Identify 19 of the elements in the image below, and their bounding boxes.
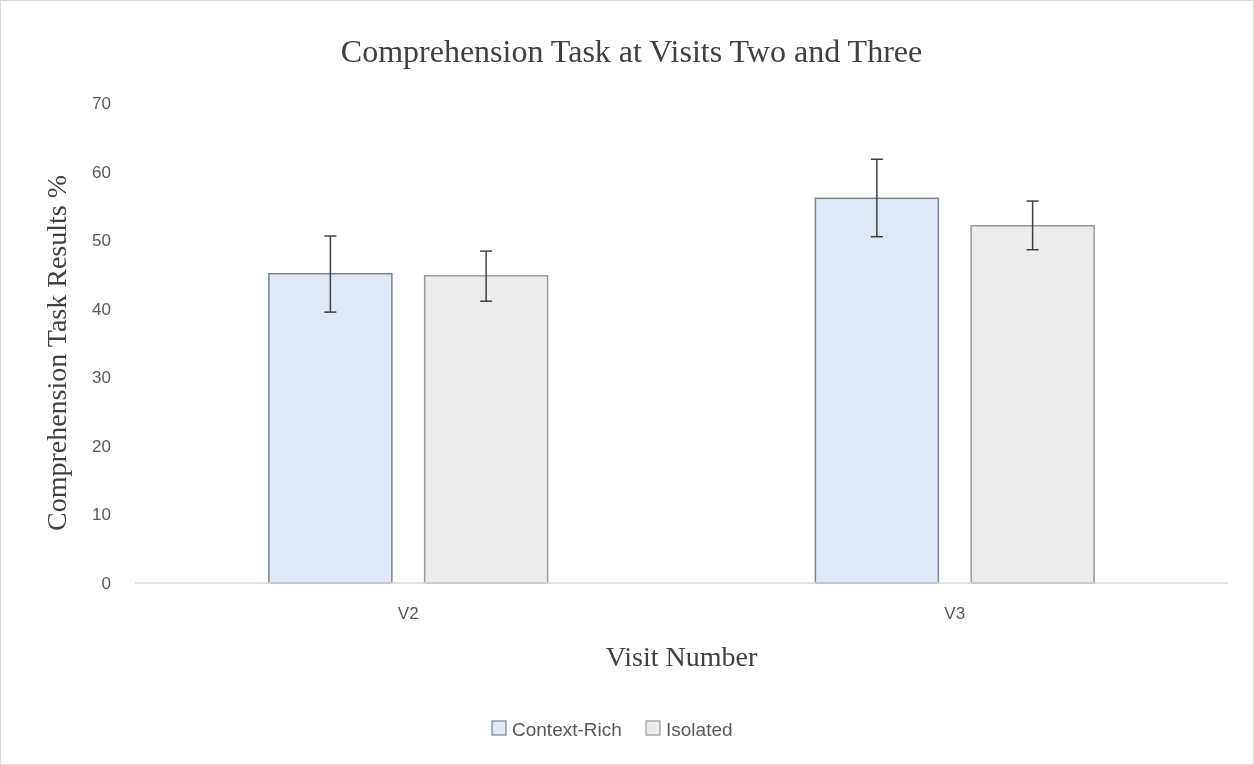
- bar: [423, 275, 549, 584]
- y-axis-title: Comprehension Task Results %: [41, 174, 72, 532]
- bar: [268, 272, 393, 584]
- y-tick-label: 30: [92, 368, 111, 388]
- x-tick-label: V2: [397, 604, 419, 623]
- x-axis-title: Visit Number: [605, 641, 758, 672]
- legend-label: Isolated: [666, 718, 733, 740]
- y-tick-label: 20: [92, 436, 111, 456]
- bar: [814, 197, 940, 584]
- y-tick-label: 70: [92, 93, 111, 113]
- y-tick-label: 40: [92, 299, 111, 319]
- legend-label: Context-Rich: [512, 718, 622, 740]
- y-tick-label: 50: [92, 231, 111, 251]
- bar: [970, 224, 1095, 584]
- y-tick-label: 0: [101, 573, 111, 593]
- x-tick-label: V3: [944, 604, 966, 623]
- y-tick-label: 60: [92, 162, 111, 182]
- chart-title: Comprehension Task at Visits Two and Three: [340, 33, 923, 69]
- y-tick-label: 10: [92, 505, 111, 525]
